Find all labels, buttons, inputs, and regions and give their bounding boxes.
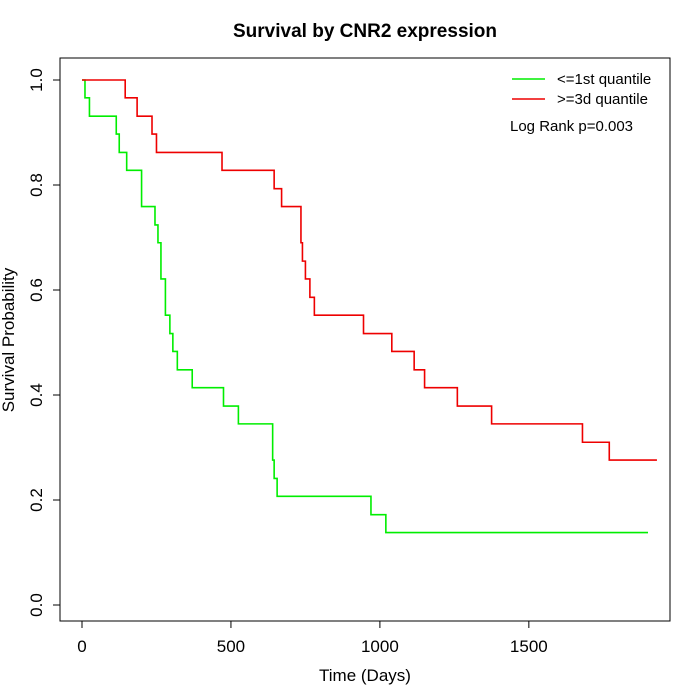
legend: <=1st quantile >=3d quantile <box>512 71 651 108</box>
chart-title: Survival by CNR2 expression <box>233 21 497 42</box>
plot-frame <box>59 57 671 622</box>
legend-label: >=3d quantile <box>557 91 648 108</box>
y-axis: 0.0 0.2 0.4 0.6 0.8 1.0 <box>27 68 61 617</box>
x-axis: 0 500 1000 1500 <box>77 620 548 656</box>
y-tick-label: 0.0 <box>27 593 46 617</box>
legend-label: <=1st quantile <box>557 71 651 88</box>
y-axis-label: Survival Probability <box>0 267 18 412</box>
log-rank-annotation: Log Rank p=0.003 <box>510 118 633 135</box>
x-tick-label: 1500 <box>510 637 548 656</box>
y-tick-label: 0.4 <box>27 383 46 407</box>
series-line-1 <box>82 79 648 534</box>
y-tick-label: 0.2 <box>27 488 46 512</box>
x-tick-label: 0 <box>77 637 86 656</box>
series-line-2 <box>82 79 657 461</box>
y-tick-label: 0.8 <box>27 173 46 197</box>
y-tick-label: 0.6 <box>27 278 46 302</box>
y-tick-label: 1.0 <box>27 68 46 92</box>
x-axis-label: Time (Days) <box>319 666 411 685</box>
series-layer <box>82 79 657 534</box>
x-tick-label: 500 <box>217 637 245 656</box>
x-tick-label: 1000 <box>361 637 399 656</box>
